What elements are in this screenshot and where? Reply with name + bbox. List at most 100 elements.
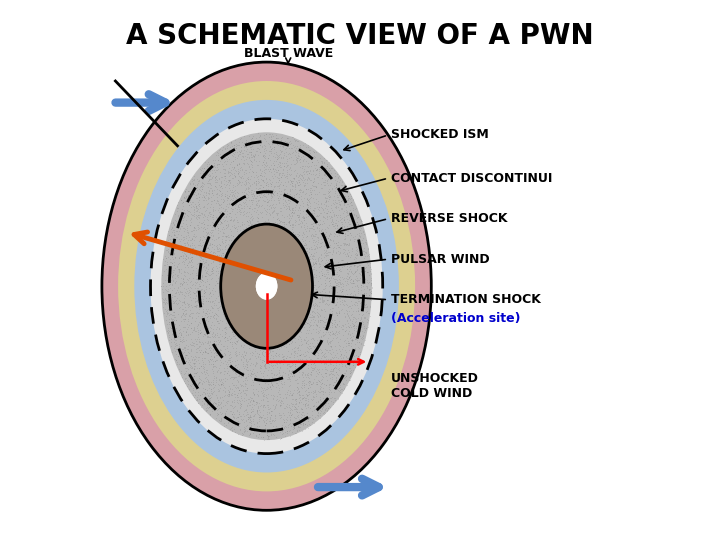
Point: [269, 260, 280, 268]
Point: [258, 416, 270, 425]
Point: [211, 246, 222, 255]
Point: [207, 400, 219, 408]
Point: [214, 284, 225, 293]
Point: [163, 272, 174, 280]
Point: [274, 393, 286, 401]
Point: [247, 348, 258, 357]
Point: [244, 416, 256, 424]
Point: [210, 301, 222, 309]
Point: [312, 409, 323, 417]
Point: [199, 251, 211, 260]
Point: [292, 306, 304, 315]
Point: [295, 191, 307, 200]
Point: [188, 372, 199, 381]
Point: [235, 178, 246, 187]
Point: [343, 248, 354, 256]
Point: [291, 158, 302, 166]
Point: [248, 369, 259, 378]
Point: [321, 295, 333, 304]
Point: [276, 328, 288, 337]
Point: [258, 356, 269, 365]
Point: [240, 320, 252, 329]
Point: [337, 188, 348, 197]
Point: [226, 401, 238, 410]
Point: [346, 283, 358, 292]
Point: [345, 198, 356, 206]
Point: [238, 143, 249, 152]
Point: [248, 401, 260, 410]
Point: [267, 336, 279, 345]
Point: [277, 169, 289, 178]
Point: [199, 369, 211, 378]
Point: [269, 274, 280, 283]
Point: [242, 394, 253, 403]
Point: [229, 221, 240, 230]
Point: [202, 221, 213, 230]
Point: [275, 154, 287, 163]
Point: [169, 355, 181, 363]
Point: [344, 211, 356, 220]
Point: [207, 376, 219, 384]
Point: [248, 310, 259, 319]
Point: [205, 377, 217, 386]
Point: [291, 142, 302, 151]
Point: [336, 304, 348, 313]
Point: [310, 271, 322, 280]
Point: [300, 253, 311, 261]
Point: [256, 208, 267, 217]
Point: [218, 254, 230, 262]
Point: [243, 303, 255, 312]
Point: [324, 265, 336, 274]
Point: [194, 208, 205, 217]
Point: [163, 251, 175, 259]
Point: [179, 278, 190, 287]
Point: [225, 295, 237, 304]
Point: [279, 185, 290, 194]
Point: [194, 377, 205, 386]
Point: [343, 194, 355, 202]
Point: [174, 302, 186, 311]
Point: [347, 206, 359, 214]
Point: [184, 195, 195, 204]
Point: [239, 177, 251, 185]
Point: [218, 197, 230, 206]
Point: [334, 244, 346, 252]
Point: [237, 292, 248, 300]
Point: [246, 215, 258, 224]
Point: [287, 253, 298, 261]
Point: [246, 223, 258, 232]
Point: [263, 434, 274, 443]
Point: [288, 424, 300, 433]
Point: [257, 158, 269, 166]
Point: [349, 340, 361, 349]
Point: [198, 365, 210, 374]
Point: [259, 361, 271, 370]
Point: [347, 232, 359, 241]
Point: [337, 295, 348, 304]
Point: [199, 157, 211, 166]
Point: [200, 305, 212, 313]
Point: [333, 308, 345, 316]
Point: [305, 313, 317, 321]
Point: [171, 204, 183, 213]
Point: [284, 143, 295, 152]
Point: [271, 314, 282, 322]
Point: [244, 393, 256, 401]
Point: [345, 279, 356, 287]
Point: [236, 302, 248, 311]
Point: [289, 334, 301, 343]
Point: [330, 215, 341, 224]
Point: [312, 200, 323, 209]
Point: [318, 318, 330, 327]
Point: [345, 268, 356, 276]
Point: [279, 191, 290, 200]
Point: [279, 307, 290, 315]
Point: [326, 327, 338, 335]
Point: [168, 220, 179, 229]
Point: [319, 248, 330, 256]
Point: [359, 302, 370, 311]
Point: [298, 292, 310, 301]
Point: [204, 287, 216, 296]
Point: [204, 306, 215, 314]
Point: [218, 370, 230, 379]
